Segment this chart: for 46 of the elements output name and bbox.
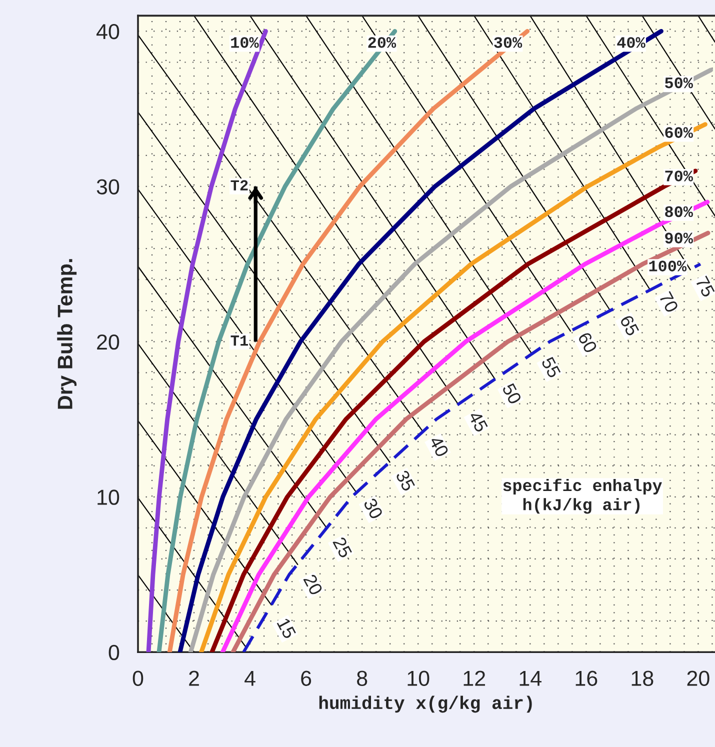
annotation: 75 [695, 276, 715, 298]
annotation: 15 [276, 618, 296, 640]
x-tick-label: 2 [189, 670, 199, 686]
x-tick-label: 18 [632, 670, 654, 686]
x-tick-label: 16 [576, 670, 598, 686]
annotation: 70% [665, 170, 693, 182]
annotation: 30 [363, 497, 384, 520]
annotation: 40% [617, 37, 646, 48]
x-tick-label: 0 [132, 670, 144, 686]
annotation: 100% [649, 260, 687, 272]
x-tick-label: 6 [301, 670, 312, 686]
annotation: 45 [468, 410, 488, 433]
x-tick-label: 8 [357, 670, 368, 686]
x-tick-label: 14 [520, 670, 542, 686]
annotation: 60% [665, 127, 693, 138]
annotation: 80% [665, 206, 693, 218]
annotation: 90% [665, 232, 693, 244]
annotation: T1 [230, 336, 248, 346]
x-tick-label: 20 [687, 670, 710, 686]
y-axis-title: Dry Bulb Temp. [57, 259, 77, 409]
annotation: 65 [620, 314, 640, 337]
annotation: specific enhalpy h(kJ/kg air) [503, 478, 662, 514]
y-tick-label: 40 [96, 24, 120, 40]
line-series [146, 28, 268, 652]
annotation: 20 [303, 574, 324, 596]
annotation: 30% [494, 37, 522, 48]
y-tick-label: 0 [108, 644, 120, 660]
annotation: 55 [541, 356, 561, 379]
y-tick-label: 30 [96, 179, 120, 194]
annotation: 50% [665, 77, 693, 88]
annotation: 10% [231, 37, 259, 48]
annotation: 70 [658, 291, 679, 314]
y-tick-label: 10 [98, 490, 120, 505]
annotation: T2 [230, 180, 248, 190]
x-tick-label: 10 [408, 670, 430, 686]
x-tick-label: 12 [464, 670, 486, 686]
x-axis-title: humidity x(g/kg air) [319, 696, 532, 713]
annotation: 50 [502, 382, 522, 405]
annotation: 40 [428, 435, 450, 458]
annotation: 20% [368, 37, 396, 48]
annotation: 35 [395, 469, 416, 492]
y-tick-label: 20 [97, 334, 120, 350]
x-tick-label: 4 [244, 670, 256, 686]
annotation: 60 [578, 331, 598, 354]
annotation: 25 [332, 536, 352, 559]
line-series [156, 28, 398, 652]
